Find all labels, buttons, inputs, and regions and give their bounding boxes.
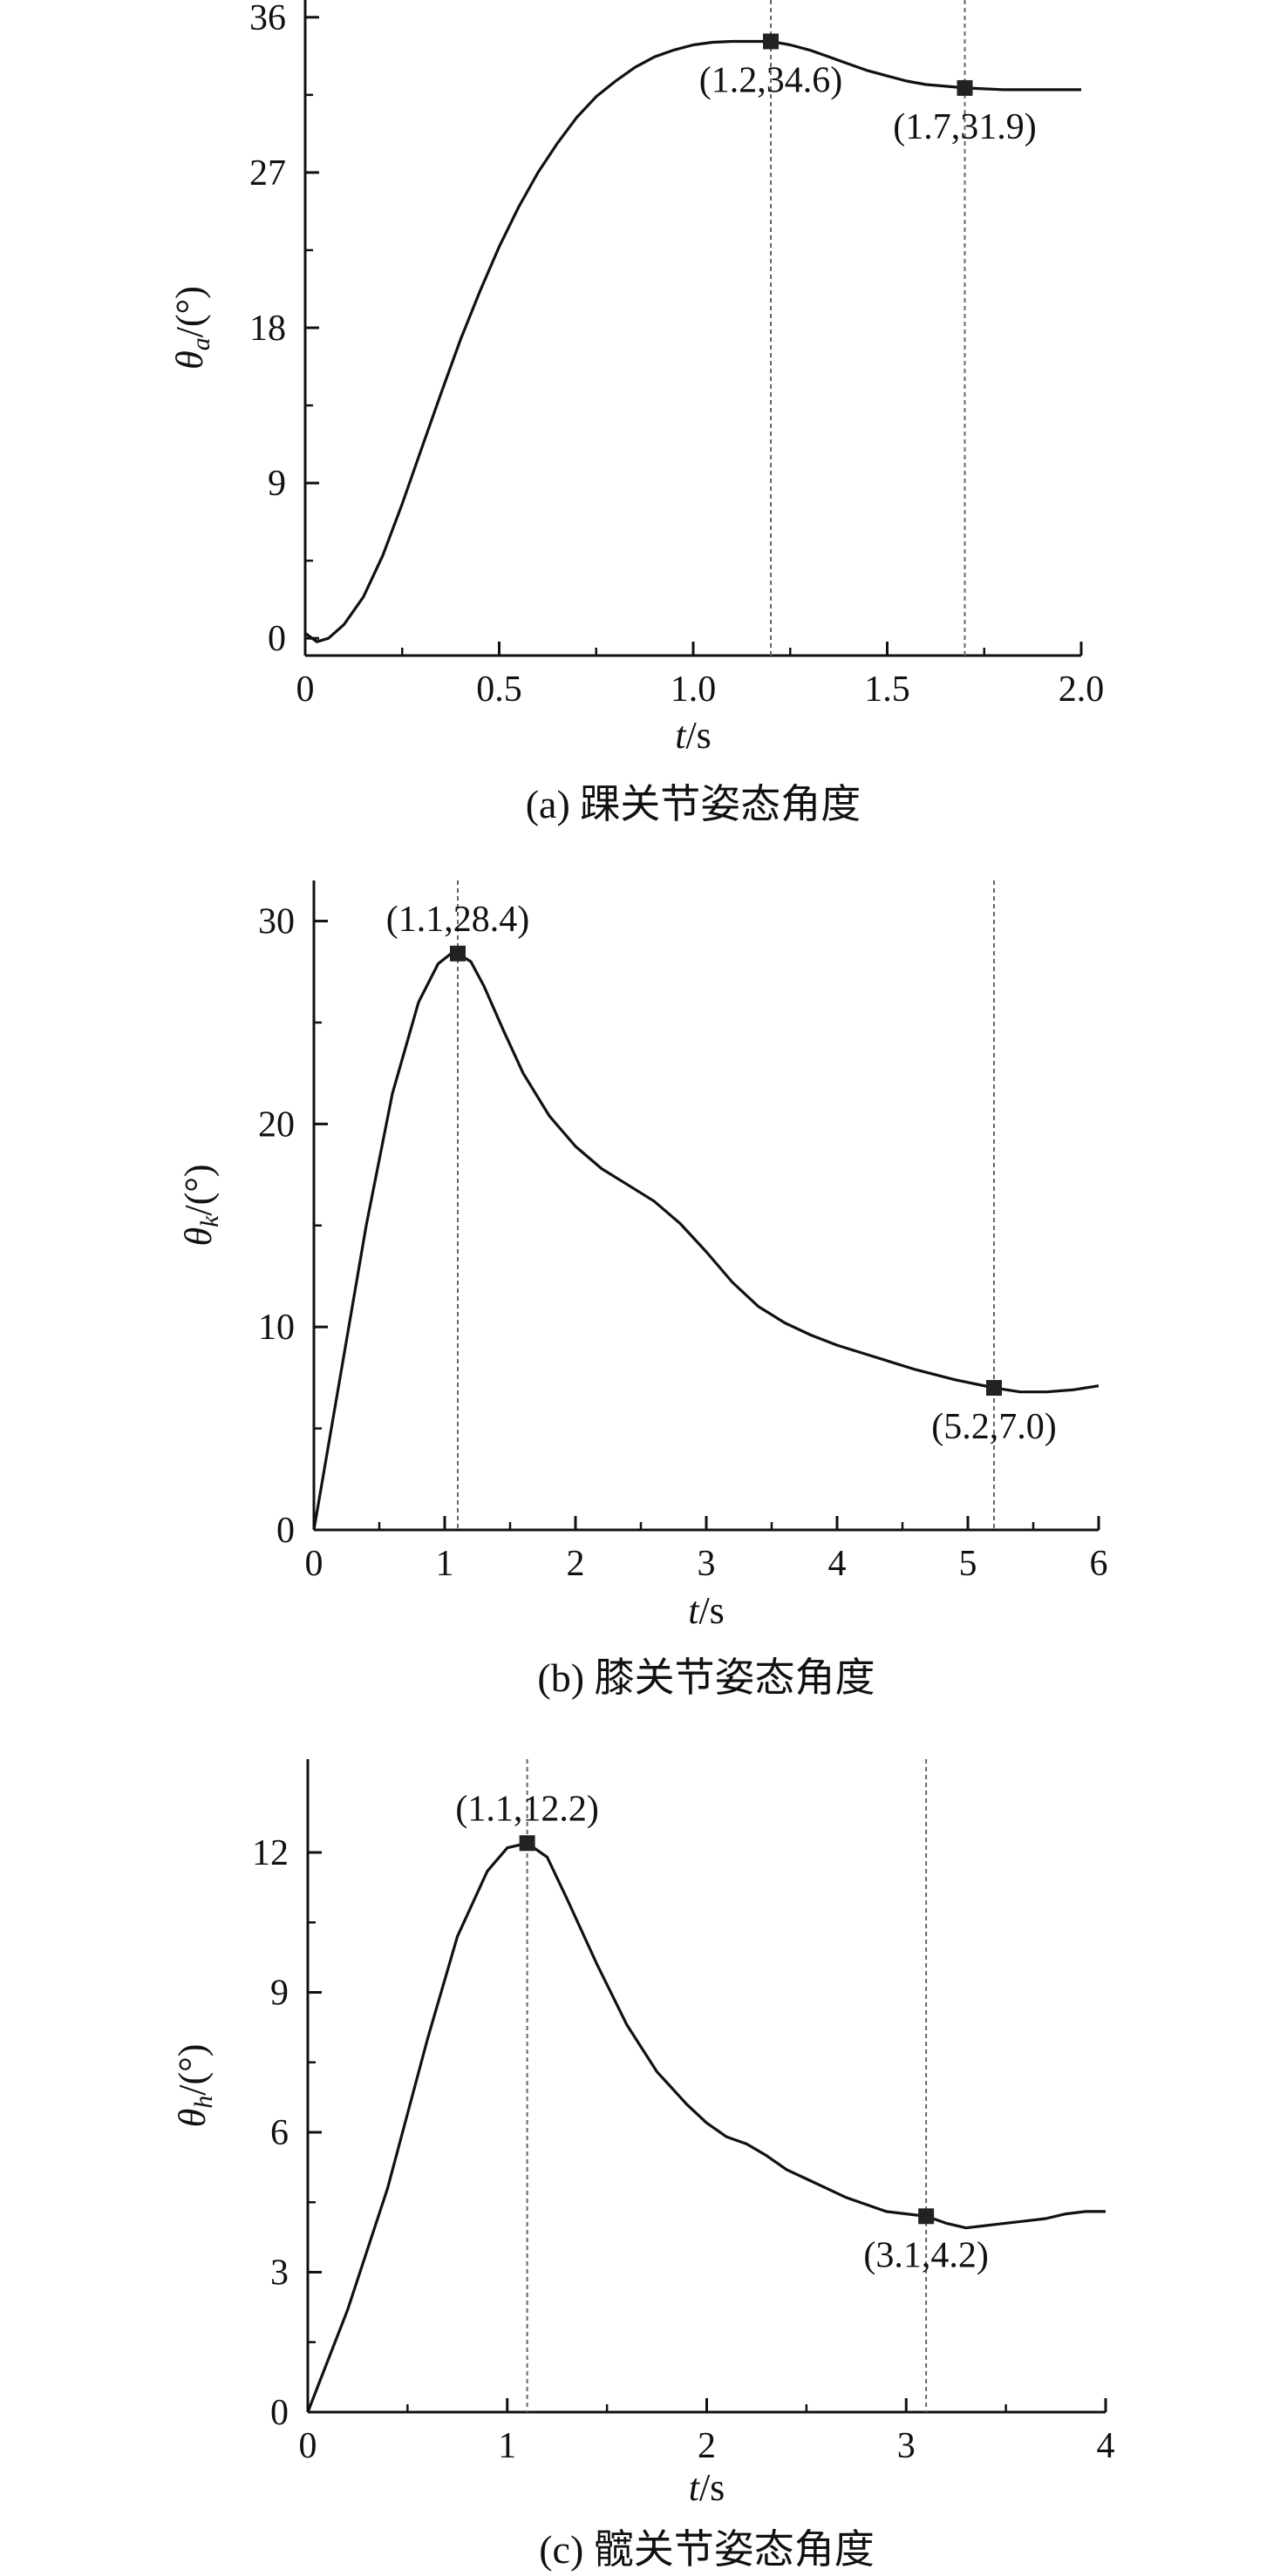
x-tick-label: 1: [436, 1544, 454, 1584]
data-point-marker: [763, 33, 779, 50]
x-axis-label: t/s: [688, 1589, 725, 1632]
data-point-marker: [986, 1380, 1002, 1397]
data-point-marker: [957, 79, 973, 96]
y-axis-label: θk/(°): [177, 1164, 224, 1246]
x-tick-label: 1: [498, 2426, 516, 2466]
data-point-marker: [918, 2208, 935, 2225]
x-tick-label: 1.0: [671, 669, 717, 710]
chart-panel-1: 0 1 2 3 4 5 6 0 10 20 30 θk/(°) t/s (b) 膝关节姿态角度 (1.1,2…: [177, 880, 1108, 1700]
x-tick-label: 0: [305, 1544, 323, 1584]
chart-caption: (a) 踝关节姿态角度: [526, 782, 861, 826]
y-tick-label: 9: [270, 1974, 289, 2014]
chart-caption: (c) 髋关节姿态角度: [539, 2527, 875, 2572]
x-tick-label: 1.5: [864, 669, 910, 710]
x-tick-label: 5: [959, 1544, 977, 1584]
x-tick-label: 0.5: [476, 669, 522, 710]
y-tick-label: 12: [252, 1833, 289, 1873]
y-tick-label: 0: [276, 1511, 295, 1551]
x-tick-label: 2: [567, 1544, 585, 1584]
x-tick-label: 6: [1090, 1544, 1108, 1584]
x-tick-label: 2: [698, 2426, 716, 2466]
y-tick-label: 6: [270, 2113, 289, 2153]
data-point-label: (1.1,12.2): [455, 1789, 598, 1829]
x-tick-label: 3: [698, 1544, 716, 1584]
y-axis-label: θa/(°): [168, 286, 215, 370]
y-tick-label: 36: [249, 0, 286, 38]
y-tick-label: 3: [270, 2253, 289, 2294]
x-axis-label: t/s: [689, 2466, 725, 2509]
data-point-marker: [519, 1835, 535, 1852]
y-tick-label: 30: [258, 902, 295, 942]
data-point-label: (1.2,34.6): [699, 60, 842, 100]
y-tick-label: 9: [268, 464, 286, 504]
data-point-label: (3.1,4.2): [863, 2235, 988, 2275]
data-point-label: (1.1,28.4): [386, 900, 529, 940]
x-tick-label: 4: [1097, 2426, 1115, 2466]
data-point-label: (1.7,31.9): [893, 107, 1036, 147]
x-tick-label: 4: [828, 1544, 847, 1584]
y-tick-label: 0: [270, 2393, 289, 2433]
chart-caption: (b) 膝关节姿态角度: [537, 1655, 875, 1700]
x-tick-label: 3: [897, 2426, 916, 2466]
y-tick-label: 10: [258, 1308, 295, 1348]
series-line: [306, 1841, 1106, 2413]
chart-panel-0: 0 0.5 1.0 1.5 2.0 0 9 18 27 36 θa/(°) t/s (a) 踝关节姿态角…: [168, 0, 1104, 826]
data-point-label: (5.2,7.0): [931, 1407, 1056, 1447]
x-axis-label: t/s: [675, 714, 712, 757]
series-line: [312, 952, 1100, 1531]
y-tick-label: 0: [268, 619, 286, 659]
x-tick-label: 0: [296, 669, 315, 710]
x-tick-label: 2.0: [1059, 669, 1105, 710]
data-point-marker: [450, 945, 466, 962]
y-tick-label: 27: [249, 153, 286, 194]
y-axis-label: θh/(°): [171, 2044, 218, 2128]
y-tick-label: 20: [258, 1104, 295, 1145]
series-line: [304, 39, 1081, 643]
x-tick-label: 0: [299, 2426, 317, 2466]
y-tick-label: 18: [249, 309, 286, 349]
